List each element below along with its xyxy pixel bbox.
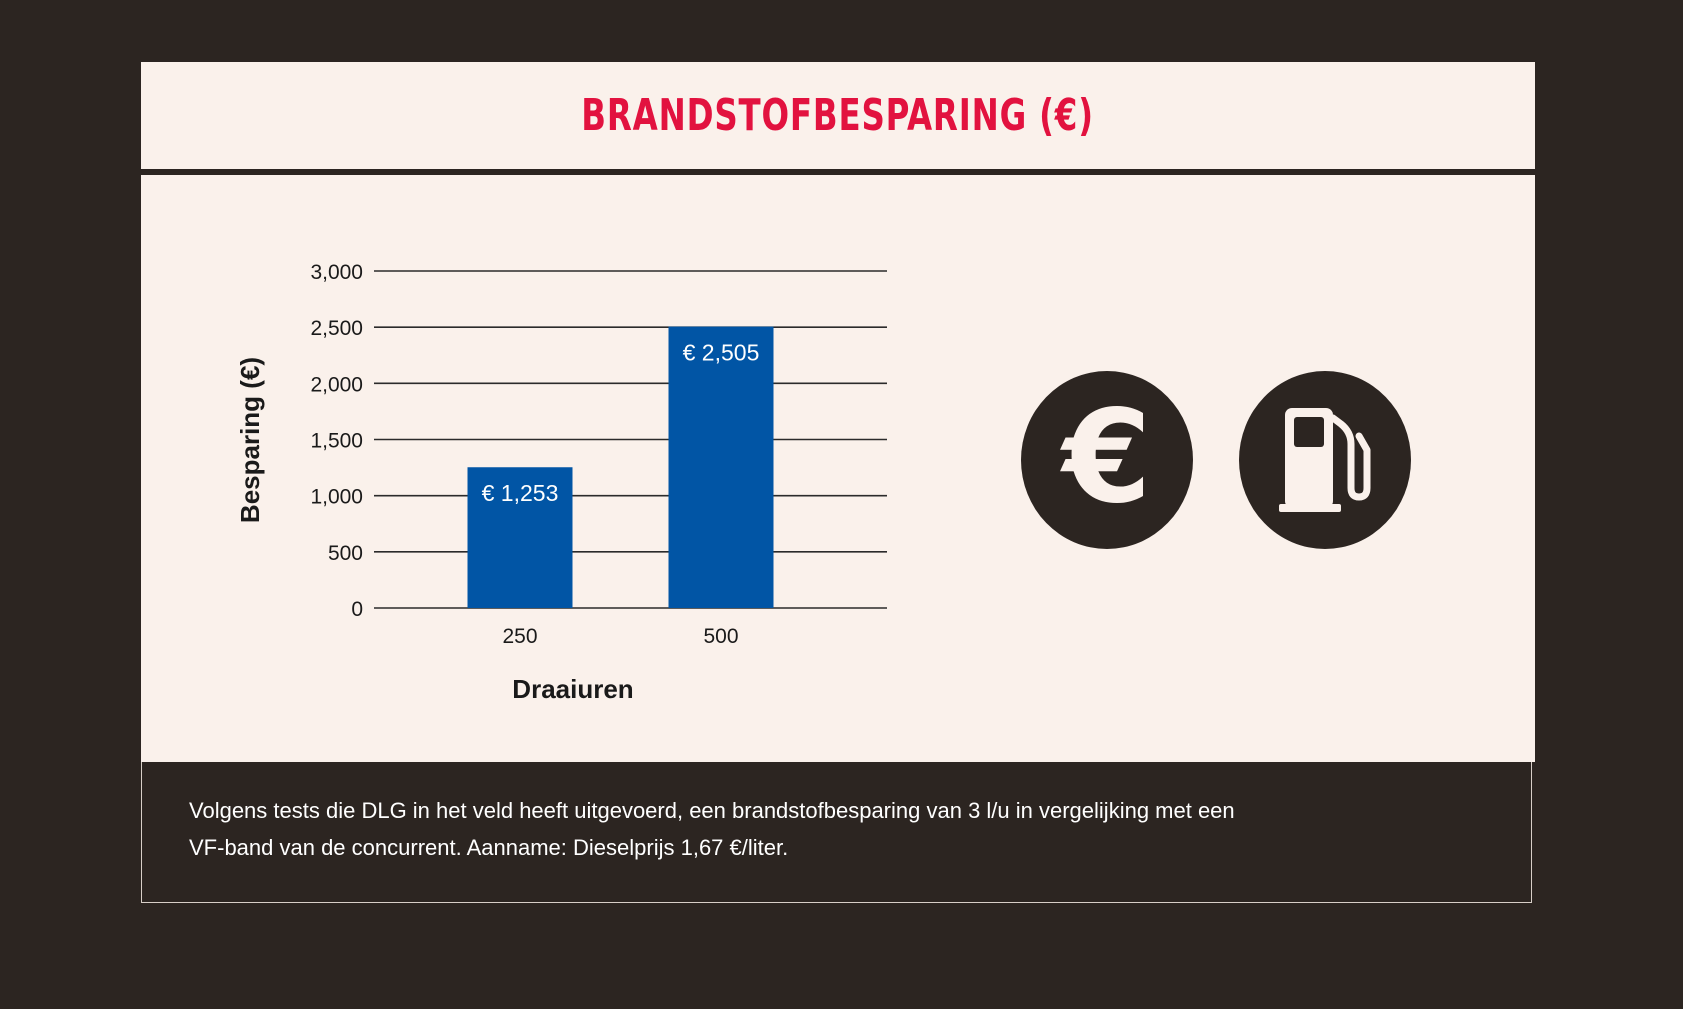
bar-data-label: € 2,505 (683, 340, 760, 366)
bar-chart: 0 500 1,000 1,500 2,000 2,500 3,000 € 1,253 250 €… (235, 261, 887, 704)
fuel-pump-icon (1239, 371, 1411, 549)
x-axis-title: Draaiuren (512, 674, 633, 704)
footnote: Volgens tests die DLG in het veld heeft … (189, 792, 1479, 866)
y-tick-label: 1,500 (310, 430, 363, 453)
chart-panel: 0 500 1,000 1,500 2,000 2,500 3,000 € 1,253 250 €… (141, 175, 1535, 762)
y-tick-label: 2,000 (310, 373, 363, 396)
bar (467, 467, 573, 608)
footnote-panel: Volgens tests die DLG in het veld heeft … (141, 762, 1532, 903)
x-tick-label: 500 (703, 625, 738, 648)
x-tick-label: 250 (502, 625, 537, 648)
y-axis-title: Besparing (€) (235, 357, 265, 523)
y-tick-label: 0 (351, 598, 363, 621)
y-tick-label: 500 (328, 542, 363, 565)
bar (668, 326, 774, 608)
footnote-line-1: Volgens tests die DLG in het veld heeft … (189, 798, 1235, 823)
chart-title: BRANDSTOFBESPARING (€) (581, 90, 1095, 141)
bar-data-label: € 1,253 (482, 480, 559, 506)
chart-header: BRANDSTOFBESPARING (€) (141, 62, 1535, 169)
y-tick-label: 1,000 (310, 486, 363, 509)
euro-icon: € (1021, 371, 1193, 549)
footnote-line-2: VF-band van de concurrent. Aanname: Dies… (189, 835, 789, 860)
y-tick-label: 2,500 (310, 317, 363, 340)
y-tick-label: 3,000 (310, 261, 363, 284)
icons-row: € (1021, 371, 1411, 549)
